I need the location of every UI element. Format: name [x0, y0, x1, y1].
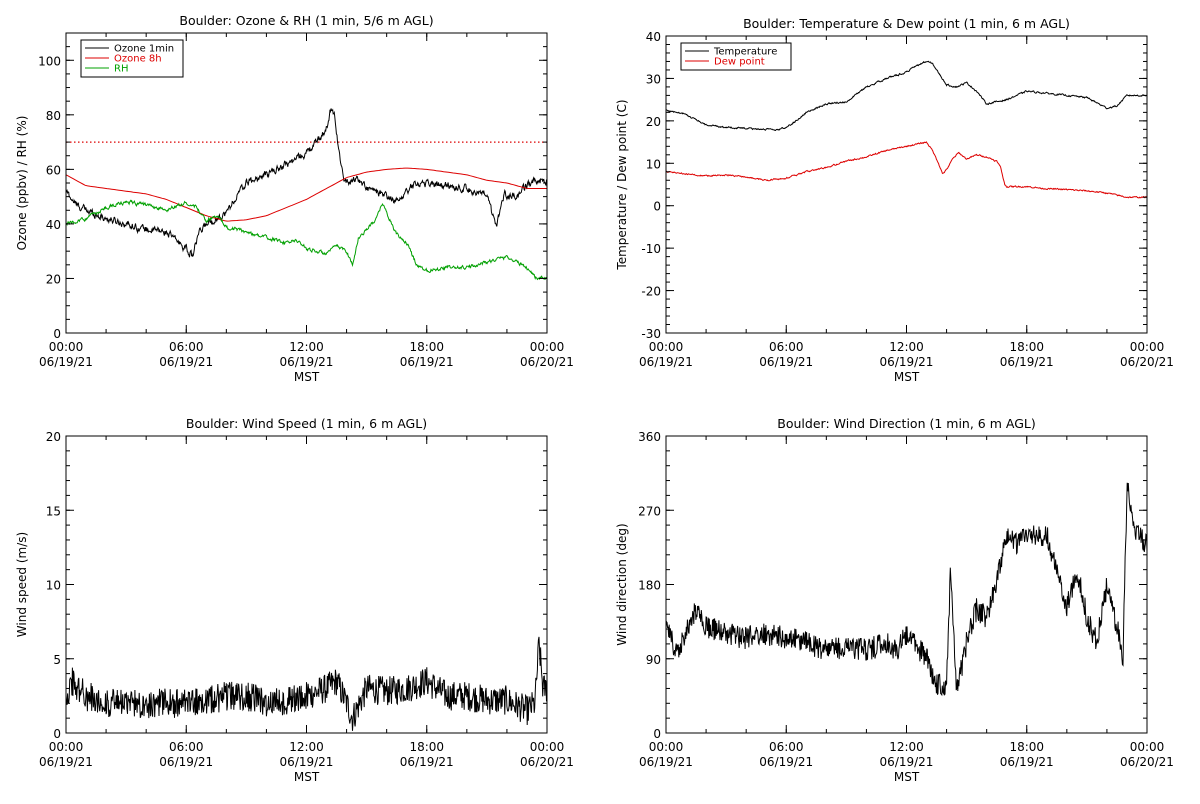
y-tick-label: -10 — [641, 242, 661, 256]
plot-frame — [65, 32, 548, 334]
y-axis-label: Temperature / Dew point (C) — [615, 99, 629, 270]
y-tick-label: -20 — [641, 285, 661, 299]
x-tick-date: 06/20/21 — [520, 355, 574, 369]
x-tick-label: 00:00 — [530, 740, 565, 754]
y-axis-label: Ozone (ppbv) / RH (%) — [15, 116, 29, 251]
x-tick-label: 00:00 — [649, 340, 684, 354]
x-tick-date: 06/19/21 — [880, 355, 934, 369]
x-tick-label: 18:00 — [1009, 340, 1044, 354]
y-tick-label: 20 — [46, 430, 61, 444]
x-tick-date: 06/19/21 — [400, 755, 454, 769]
y-tick-label: 20 — [646, 115, 661, 129]
y-axis-label: Wind direction (deg) — [615, 523, 629, 645]
x-tick-label: 06:00 — [169, 340, 204, 354]
series-line-2-0 — [65, 636, 548, 731]
chart-title: Boulder: Wind Speed (1 min, 6 m AGL) — [186, 416, 427, 431]
x-tick-date: 06/19/21 — [1000, 355, 1054, 369]
series-line-temperature — [665, 60, 1148, 132]
x-axis-label: MST — [894, 370, 920, 384]
y-tick-label: 180 — [638, 579, 661, 593]
legend-label: Ozone 8h — [114, 54, 162, 65]
x-tick-date: 06/19/21 — [159, 755, 213, 769]
x-tick-date: 06/20/21 — [1120, 355, 1174, 369]
plot-frame — [665, 35, 1148, 334]
chart-panel-1: -30-20-1001020304000:0006/19/2106:0006/1… — [615, 16, 1174, 384]
x-tick-date: 06/19/21 — [759, 355, 813, 369]
legend-label: Ozone 1min — [114, 44, 174, 55]
y-axis-label: Wind speed (m/s) — [15, 532, 29, 637]
series-line-rh — [65, 199, 548, 281]
x-tick-date: 06/19/21 — [1000, 755, 1054, 769]
y-tick-label: 20 — [46, 272, 61, 286]
y-tick-label: 30 — [646, 72, 661, 86]
x-tick-date: 06/19/21 — [400, 355, 454, 369]
y-tick-label: 40 — [46, 218, 61, 232]
x-tick-date: 06/19/21 — [280, 355, 334, 369]
y-tick-label: 10 — [646, 157, 661, 171]
y-tick-label: 270 — [638, 504, 661, 518]
y-tick-label: 0 — [653, 727, 661, 741]
x-axis-label: MST — [294, 370, 320, 384]
x-tick-date: 06/19/21 — [880, 755, 934, 769]
chart-panel-0: 02040608010000:0006/19/2106:0006/19/2112… — [15, 13, 574, 384]
chart-title: Boulder: Temperature & Dew point (1 min,… — [743, 16, 1070, 31]
x-tick-label: 12:00 — [889, 740, 924, 754]
x-tick-date: 06/19/21 — [759, 755, 813, 769]
x-tick-label: 06:00 — [769, 740, 804, 754]
y-tick-label: 10 — [46, 579, 61, 593]
series-line-ozone-8h — [65, 167, 547, 222]
x-tick-date: 06/19/21 — [39, 755, 93, 769]
y-tick-label: 15 — [46, 504, 61, 518]
x-tick-label: 00:00 — [49, 740, 84, 754]
x-tick-label: 18:00 — [409, 340, 444, 354]
y-tick-label: 5 — [53, 653, 61, 667]
legend-label: Dew point — [714, 57, 765, 68]
x-tick-label: 00:00 — [1130, 740, 1165, 754]
x-tick-date: 06/19/21 — [280, 755, 334, 769]
x-tick-date: 06/19/21 — [39, 355, 93, 369]
x-tick-date: 06/19/21 — [639, 755, 693, 769]
y-tick-label: 40 — [646, 30, 661, 44]
plot-frame — [665, 435, 1148, 734]
x-tick-label: 18:00 — [409, 740, 444, 754]
x-axis-label: MST — [294, 770, 320, 784]
series-line-ozone-1min — [65, 108, 548, 258]
x-tick-label: 12:00 — [289, 340, 324, 354]
chart-title: Boulder: Wind Direction (1 min, 6 m AGL) — [777, 416, 1035, 431]
x-tick-date: 06/20/21 — [1120, 755, 1174, 769]
x-tick-label: 12:00 — [289, 740, 324, 754]
y-tick-label: -30 — [641, 327, 661, 341]
x-axis-label: MST — [894, 770, 920, 784]
chart-title: Boulder: Ozone & RH (1 min, 5/6 m AGL) — [179, 13, 433, 28]
x-tick-label: 06:00 — [769, 340, 804, 354]
series-line-3-0 — [665, 482, 1148, 697]
chart-panel-2: 0510152000:0006/19/2106:0006/19/2112:000… — [15, 416, 574, 784]
legend-box — [680, 42, 792, 71]
x-tick-date: 06/20/21 — [520, 755, 574, 769]
y-tick-label: 90 — [646, 653, 661, 667]
x-tick-label: 00:00 — [1130, 340, 1165, 354]
x-tick-date: 06/19/21 — [639, 355, 693, 369]
y-tick-label: 0 — [53, 727, 61, 741]
x-tick-label: 00:00 — [530, 340, 565, 354]
y-tick-label: 60 — [46, 163, 61, 177]
chart-panel-3: 09018027036000:0006/19/2106:0006/19/2112… — [615, 416, 1174, 784]
x-tick-label: 06:00 — [169, 740, 204, 754]
y-tick-label: 0 — [53, 327, 61, 341]
series-line-dew-point — [665, 141, 1148, 199]
legend-label: RH — [114, 64, 128, 75]
y-tick-label: 360 — [638, 430, 661, 444]
x-tick-label: 00:00 — [49, 340, 84, 354]
x-tick-label: 18:00 — [1009, 740, 1044, 754]
y-tick-label: 100 — [38, 54, 61, 68]
x-tick-date: 06/19/21 — [159, 355, 213, 369]
y-tick-label: 80 — [46, 109, 61, 123]
x-tick-label: 00:00 — [649, 740, 684, 754]
y-tick-label: 0 — [653, 200, 661, 214]
legend-label: Temperature — [713, 47, 777, 58]
x-tick-label: 12:00 — [889, 340, 924, 354]
